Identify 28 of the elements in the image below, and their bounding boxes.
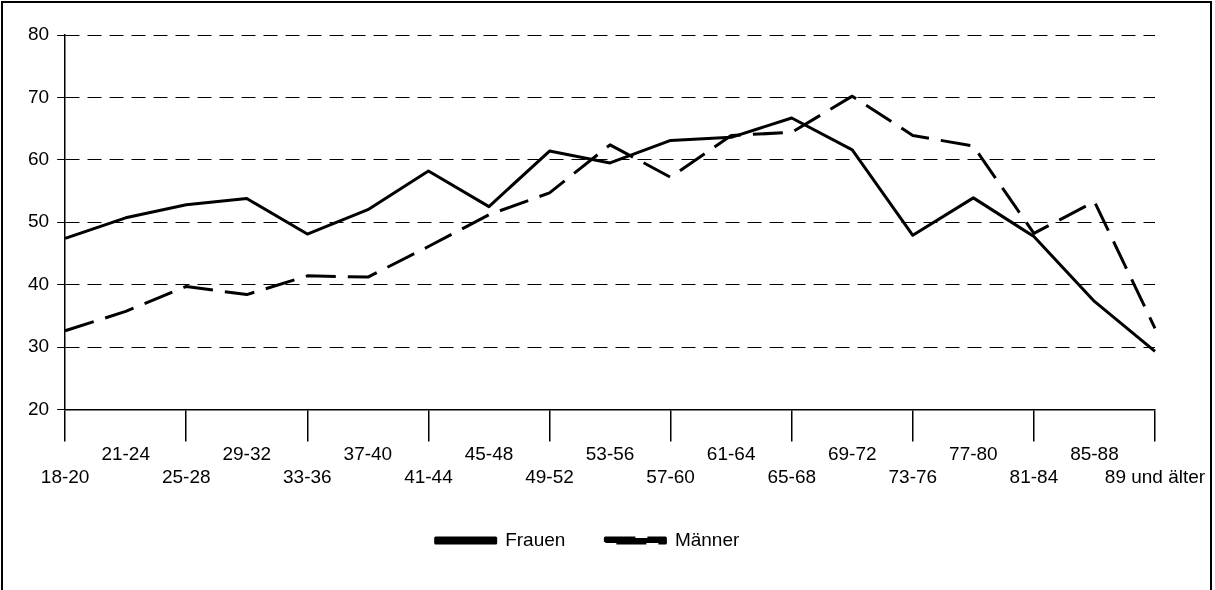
x-tick-label: 53-56 <box>585 443 635 465</box>
y-tick-label: 70 <box>27 85 50 107</box>
x-tick-label: 89 und älter <box>1104 465 1206 487</box>
y-tick-label: 40 <box>27 272 50 294</box>
x-tick-label: 57-60 <box>646 465 695 487</box>
y-tick-label: 80 <box>27 23 50 45</box>
y-tick-label: 30 <box>27 335 50 357</box>
x-tick-label: 69-72 <box>827 443 877 465</box>
x-tick-label: 77-80 <box>949 443 998 465</box>
x-tick-label: 81-84 <box>1009 465 1059 487</box>
x-tick-label: 18-20 <box>40 465 90 487</box>
x-tick-label: 25-28 <box>161 465 211 487</box>
y-tick-label: 20 <box>27 397 50 419</box>
x-tick-label: 33-36 <box>283 465 332 487</box>
x-tick-label: 49-52 <box>525 465 574 487</box>
legend-label: Männer <box>674 528 740 550</box>
x-tick-label: 37-40 <box>343 443 393 465</box>
x-tick-label: 29-32 <box>222 443 272 465</box>
x-tick-label: 45-48 <box>464 443 514 465</box>
legend-label: Frauen <box>505 528 566 550</box>
x-tick-label: 73-76 <box>888 465 938 487</box>
x-tick-label: 41-44 <box>404 465 454 487</box>
x-tick-label: 85-88 <box>1070 443 1119 465</box>
x-tick-label: 61-64 <box>706 443 756 465</box>
x-tick-label: 21-24 <box>101 443 151 465</box>
y-tick-label: 50 <box>27 210 50 232</box>
x-tick-label: 65-68 <box>767 465 817 487</box>
y-tick-label: 60 <box>27 148 50 170</box>
